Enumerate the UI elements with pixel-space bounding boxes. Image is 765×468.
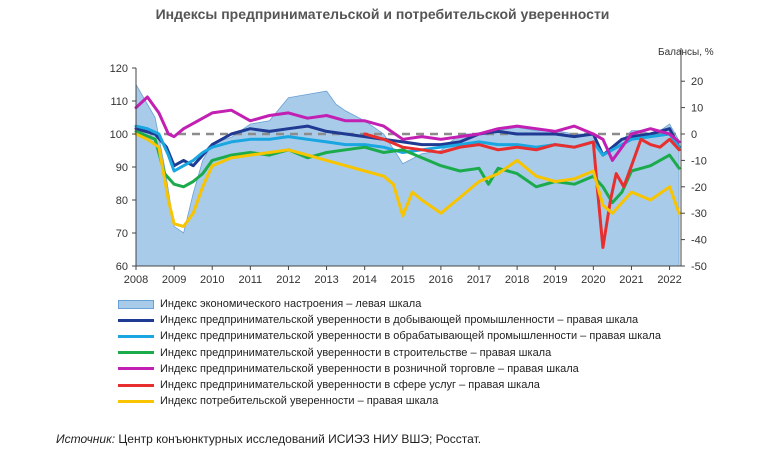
source-label: Источник: <box>56 432 116 446</box>
x-tick-label-2: 2010 <box>200 274 224 286</box>
right-tick-label-6: 10 <box>691 103 703 115</box>
right-tick-label-3: -20 <box>691 182 707 194</box>
legend-swatch <box>118 383 154 387</box>
x-tick-label-11: 2019 <box>543 274 567 286</box>
x-tick-label-12: 2020 <box>581 274 605 286</box>
right-tick-label-0: -50 <box>691 261 707 273</box>
series-line-5 <box>363 132 681 249</box>
left-tick-label-0: 60 <box>116 261 128 273</box>
legend-swatch <box>118 318 154 322</box>
source-note: Источник: Центр конъюнктурных исследован… <box>56 432 481 446</box>
left-tick-label-5: 110 <box>110 96 128 108</box>
x-tick-label-0: 2008 <box>124 274 148 286</box>
x-tick-label-7: 2015 <box>391 274 415 286</box>
x-tick-label-6: 2014 <box>352 274 376 286</box>
left-tick-label-6: 120 <box>110 63 128 75</box>
x-tick-label-14: 2022 <box>657 274 681 286</box>
legend-swatch <box>118 399 154 403</box>
right-tick-label-7: 20 <box>691 76 703 88</box>
legend-label: Индекс потребительской уверенности – пра… <box>160 395 439 408</box>
legend-item: Индекс предпринимательской уверенности в… <box>118 328 661 344</box>
source-text: Центр конъюнктурных исследований ИСИЭЗ Н… <box>115 432 482 446</box>
series-line-3 <box>134 129 681 205</box>
left-tick-label-4: 100 <box>110 129 128 141</box>
legend-label: Индекс предпринимательской уверенности в… <box>160 362 579 375</box>
legend-swatch <box>118 334 154 338</box>
legend-item: Индекс предпринимательской уверенности в… <box>118 377 661 393</box>
legend-label: Индекс предпринимательской уверенности в… <box>160 330 661 343</box>
series-line-4 <box>134 95 681 162</box>
x-tick-label-10: 2018 <box>505 274 529 286</box>
right-axis-units-label: Балансы, % <box>658 47 714 58</box>
x-tick-label-1: 2009 <box>162 274 186 286</box>
chart-plot: 60 70 80 90 100 110 120 -50 -40 -30 -20 -10 0 10 20 200… <box>110 48 707 286</box>
left-tick-label-1: 70 <box>116 228 128 240</box>
chart-title: Индексы предпринимательской и потребител… <box>155 6 610 22</box>
series-line-6 <box>134 132 681 228</box>
x-tick-label-5: 2013 <box>314 274 338 286</box>
left-tick-label-2: 80 <box>116 195 128 207</box>
legend-label: Индекс предпринимательской уверенности в… <box>160 379 540 392</box>
legend-item: Индекс потребительской уверенности – пра… <box>118 393 661 409</box>
right-tick-label-2: -30 <box>691 208 707 220</box>
right-tick-label-1: -40 <box>691 235 707 247</box>
legend-item: Индекс экономического настроения – левая… <box>118 296 661 312</box>
legend-item: Индекс предпринимательской уверенности в… <box>118 361 661 377</box>
x-tick-label-13: 2021 <box>619 274 643 286</box>
x-tick-label-3: 2011 <box>239 274 263 286</box>
legend-swatch <box>118 299 154 309</box>
right-tick-label-4: -10 <box>691 155 707 167</box>
legend-swatch <box>118 367 154 371</box>
legend-label: Индекс предпринимательской уверенности в… <box>160 314 639 327</box>
left-tick-label-3: 90 <box>116 162 128 174</box>
legend-label: Индекс предпринимательской уверенности в… <box>160 346 552 359</box>
right-tick-label-5: 0 <box>691 129 697 141</box>
x-tick-label-9: 2017 <box>467 274 491 286</box>
legend-item: Индекс предпринимательской уверенности в… <box>118 312 661 328</box>
chart-legend: Индекс экономического настроения – левая… <box>118 296 661 409</box>
legend-label: Индекс экономического настроения – левая… <box>160 298 422 311</box>
x-tick-label-8: 2016 <box>429 274 453 286</box>
x-tick-label-4: 2012 <box>276 274 300 286</box>
legend-swatch <box>118 351 154 355</box>
legend-item: Индекс предпринимательской уверенности в… <box>118 345 661 361</box>
